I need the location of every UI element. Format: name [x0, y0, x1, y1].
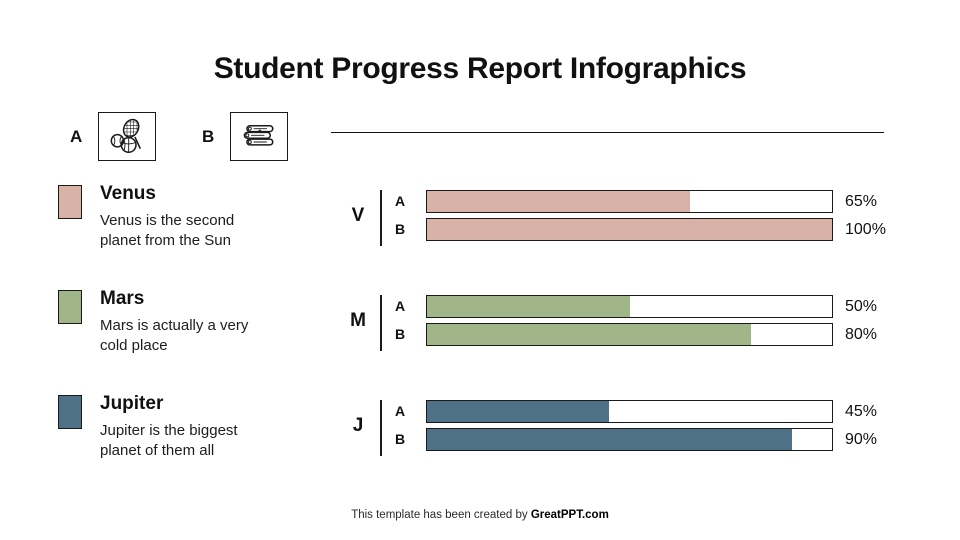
jupiter-color-swatch	[58, 395, 82, 429]
group-label-m: M	[350, 309, 366, 331]
bar-track-jupiter-a	[426, 400, 833, 423]
group-divider	[380, 295, 382, 351]
bar-series-label: A	[394, 403, 406, 419]
bar-row-jupiter-b: B 90%	[345, 428, 905, 451]
bar-fill-mars-a	[427, 296, 630, 317]
legend-item-venus: Venus Venus is the second planet from th…	[58, 183, 308, 250]
bar-fill-jupiter-b	[427, 429, 792, 450]
bar-series-label: A	[394, 298, 406, 314]
legend-desc-mars: Mars is actually a very cold place	[100, 317, 249, 354]
bar-value-venus-a: 65%	[845, 193, 878, 210]
bar-fill-jupiter-a	[427, 401, 610, 422]
bar-row-mars-b: B 80%	[345, 323, 905, 346]
venus-color-swatch	[58, 185, 82, 219]
bar-value-jupiter-b: 90%	[845, 431, 878, 448]
footer-credit: This template has been created by GreatP…	[0, 509, 960, 521]
bar-row-venus-b: B 100%	[345, 218, 905, 241]
bar-track-venus-b	[426, 218, 833, 241]
bar-track-mars-a	[426, 295, 833, 318]
sports-icon	[110, 116, 143, 153]
group-label-v: V	[351, 204, 365, 226]
legend-texts: Jupiter Jupiter is the biggest planet of…	[100, 393, 272, 460]
key-item-a: A	[70, 112, 157, 161]
bar-row-jupiter-a: A 45%	[345, 400, 905, 423]
bar-value-mars-b: 80%	[845, 326, 878, 343]
bar-series-label: B	[394, 221, 406, 237]
bar-fill-mars-b	[427, 324, 751, 345]
page-title: Student Progress Report Infographics	[213, 52, 747, 85]
bar-track-jupiter-b	[426, 428, 833, 451]
bar-value-venus-b: 100%	[845, 221, 886, 238]
legend-texts: Mars Mars is actually a very cold place	[100, 288, 272, 355]
key-label-b: B	[202, 126, 215, 146]
bar-fill-venus-b	[427, 219, 832, 240]
bar-value-jupiter-a: 45%	[845, 403, 878, 420]
legend-desc-jupiter: Jupiter is the biggest planet of them al…	[100, 422, 238, 459]
header-divider	[331, 132, 884, 134]
chart-group-venus: V A 65% B 100%	[345, 190, 905, 246]
bar-value-mars-a: 50%	[845, 298, 878, 315]
bar-track-venus-a	[426, 190, 833, 213]
group-divider	[380, 400, 382, 456]
key-label-a: A	[70, 126, 83, 146]
legend-name-venus: Venus	[100, 183, 156, 204]
sports-icon-box	[98, 112, 157, 161]
bar-row-venus-a: A 65%	[345, 190, 905, 213]
bar-fill-venus-a	[427, 191, 691, 212]
bar-series-label: B	[394, 326, 406, 342]
legend-texts: Venus Venus is the second planet from th…	[100, 183, 272, 250]
legend-name-mars: Mars	[100, 288, 145, 309]
chart-group-jupiter: J A 45% B 90%	[345, 400, 905, 456]
chart-group-mars: M A 50% B 80%	[345, 295, 905, 351]
footer-text: This template has been created by	[351, 509, 531, 521]
bar-series-label: B	[394, 431, 406, 447]
legend-item-mars: Mars Mars is actually a very cold place	[58, 288, 308, 355]
legend-desc-venus: Venus is the second planet from the Sun	[100, 212, 235, 249]
key-item-b: B	[202, 112, 289, 161]
footer-brand: GreatPPT.com	[530, 509, 609, 521]
group-label-j: J	[352, 414, 364, 436]
group-divider	[380, 190, 382, 246]
books-icon-box	[230, 112, 289, 161]
bar-track-mars-b	[426, 323, 833, 346]
bar-row-mars-a: A 50%	[345, 295, 905, 318]
mars-color-swatch	[58, 290, 82, 324]
legend-name-jupiter: Jupiter	[100, 393, 164, 414]
legend-item-jupiter: Jupiter Jupiter is the biggest planet of…	[58, 393, 308, 460]
bar-series-label: A	[394, 193, 406, 209]
books-icon	[244, 124, 274, 146]
